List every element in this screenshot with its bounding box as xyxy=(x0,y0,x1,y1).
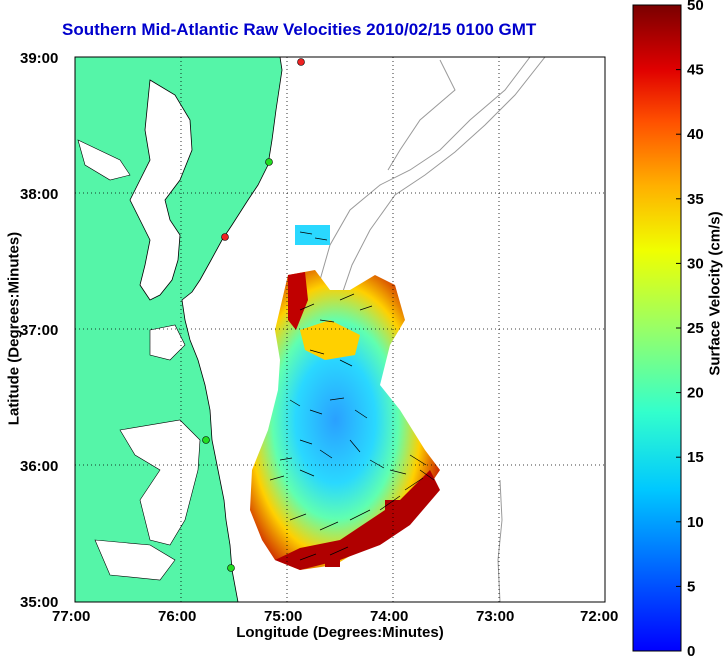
colorbar-tick-label: 10 xyxy=(687,514,704,531)
x-tick-label: 73:00 xyxy=(476,608,514,625)
station-marker xyxy=(265,158,273,166)
x-tick-label: 76:00 xyxy=(158,608,196,625)
y-tick-label: 39:00 xyxy=(20,50,58,67)
x-tick-label: 72:00 xyxy=(580,608,618,625)
x-tick-label: 75:00 xyxy=(264,608,302,625)
x-axis-label: Longitude (Degrees:Minutes) xyxy=(236,624,444,641)
grid-lines xyxy=(75,57,605,602)
colorbar xyxy=(632,4,682,652)
land-mass xyxy=(75,57,283,602)
map-title: Southern Mid-Atlantic Raw Velocities 201… xyxy=(62,20,537,39)
colorbar-tick-label: 5 xyxy=(687,578,695,595)
chesapeake-bay xyxy=(129,79,193,301)
colorbar-tick-label: 30 xyxy=(687,255,704,272)
inlet-west xyxy=(77,139,131,181)
station-marker xyxy=(202,436,210,444)
velocity-vectors xyxy=(269,231,435,561)
colorbar-tick-label: 0 xyxy=(687,643,695,659)
colorbar-tick-label: 40 xyxy=(687,126,704,143)
y-tick-label: 35:00 xyxy=(20,594,58,611)
y-tick-label: 36:00 xyxy=(20,458,58,475)
plot-frame xyxy=(74,56,606,603)
station-marker xyxy=(297,58,305,66)
x-tick-label: 77:00 xyxy=(52,608,90,625)
station-marker xyxy=(227,564,235,572)
colorbar-tick-label: 45 xyxy=(687,62,704,79)
station-marker xyxy=(221,233,229,241)
y-tick-label: 38:00 xyxy=(20,186,58,203)
x-tick-label: 74:00 xyxy=(370,608,408,625)
velocity-field xyxy=(250,225,440,570)
inlet-south xyxy=(149,324,186,361)
colorbar-ticks: 0 5 10 15 20 25 30 35 40 45 50 xyxy=(676,0,704,659)
colorbar-tick-label: 25 xyxy=(687,320,704,337)
pamlico-sound xyxy=(94,539,176,581)
colorbar-tick-label: 20 xyxy=(687,385,704,402)
colorbar-tick-label: 50 xyxy=(687,0,704,14)
colorbar-tick-label: 15 xyxy=(687,449,704,466)
colorbar-tick-label: 35 xyxy=(687,191,704,208)
y-tick-label: 37:00 xyxy=(20,322,58,339)
